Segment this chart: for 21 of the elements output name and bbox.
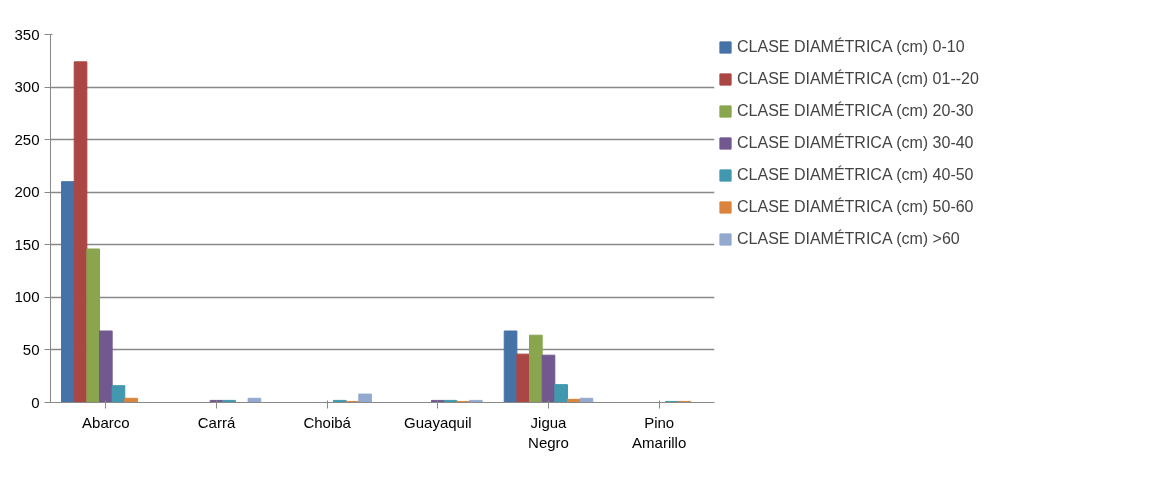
y-tick-label: 100 [14,288,40,306]
x-tick-label: Pino Amarillo [632,413,687,451]
y-tick-label: 250 [14,130,40,148]
x-tick-label: Abarco [82,413,130,431]
legend-label: CLASE DIAMÉTRICA (cm) 0-10 [737,38,965,56]
legend-label: CLASE DIAMÉTRICA (cm) 40-50 [737,166,974,184]
y-tick-label: 50 [22,340,40,358]
legend-label: CLASE DIAMÉTRICA (cm) >60 [737,230,960,248]
legend-label: CLASE DIAMÉTRICA (cm) 30-40 [737,134,974,152]
x-tick-label: Choibá [303,413,352,431]
legend-label: CLASE DIAMÉTRICA (cm) 20-30 [737,102,974,120]
y-tick-label: 150 [14,235,40,253]
y-tick-label: 350 [14,25,40,43]
legend-label: CLASE DIAMÉTRICA (cm) 50-60 [737,198,974,216]
x-tick-label: Guayaquil [404,413,472,431]
legend-label: CLASE DIAMÉTRICA (cm) 01--20 [737,70,979,88]
y-tick-label: 300 [14,78,40,96]
y-tick-label: 200 [14,183,40,201]
y-tick-label: 0 [31,393,40,411]
x-tick-label: Jigua Negro [528,413,569,451]
x-tick-label: Carrá [197,413,236,431]
